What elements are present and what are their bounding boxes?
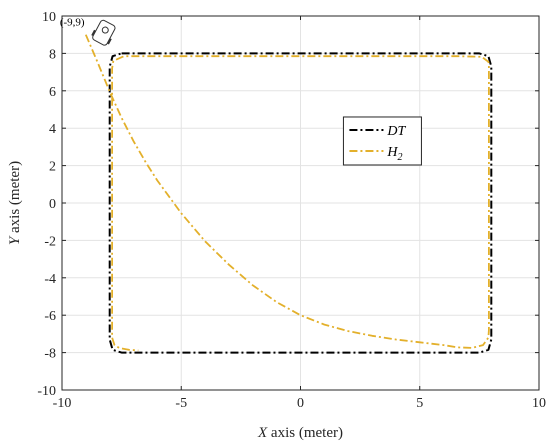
robot-sensor xyxy=(101,26,109,34)
series-line-dt xyxy=(108,52,493,354)
y-tick-label: -2 xyxy=(44,234,56,249)
y-tick-label: 2 xyxy=(49,160,56,175)
y-tick-label: 0 xyxy=(49,197,56,212)
x-axis-label: X axis (meter) xyxy=(257,425,343,441)
tick-labels: -10 -5 0 5 10 -10 -8 -6 -4 -2 0 2 4 6 8 10 xyxy=(37,10,546,411)
y-tick-label: 4 xyxy=(49,122,56,137)
y-axis-label: Y axis (meter) xyxy=(7,161,23,245)
start-point-annotation: (-9,9) xyxy=(60,17,85,29)
series-layer xyxy=(84,34,493,354)
y-tick-label: 6 xyxy=(49,85,56,100)
robot-wheel xyxy=(91,29,96,37)
y-tick-label: 8 xyxy=(49,47,56,62)
x-axis-variable: X xyxy=(257,425,268,441)
y-axis-variable: Y xyxy=(7,235,23,245)
y-tick-label: -10 xyxy=(37,384,56,399)
legend-label-dt: DT xyxy=(386,124,406,139)
y-tick-label: -4 xyxy=(44,272,56,287)
x-tick-label: 5 xyxy=(416,396,423,411)
series-line-h2 xyxy=(84,34,490,352)
robot-wheel xyxy=(107,38,112,45)
legend: DT H2 xyxy=(342,116,422,166)
x-tick-label: -10 xyxy=(53,396,72,411)
legend-label-h2-base: H xyxy=(386,145,398,160)
y-axis-unit: axis (meter) xyxy=(7,161,23,237)
robot-icon xyxy=(91,19,116,46)
x-tick-label: 10 xyxy=(532,396,546,411)
x-tick-label: 0 xyxy=(297,396,304,411)
legend-label-h2: H2 xyxy=(386,145,402,163)
legend-box xyxy=(342,116,422,166)
legend-label-h2-subscript: 2 xyxy=(398,152,403,163)
x-axis-unit: axis (meter) xyxy=(267,425,343,441)
y-tick-label: -8 xyxy=(44,347,56,362)
grid xyxy=(61,15,540,391)
y-tick-label: 10 xyxy=(42,10,56,25)
x-tick-label: -5 xyxy=(175,396,187,411)
y-tick-label: -6 xyxy=(44,309,56,324)
